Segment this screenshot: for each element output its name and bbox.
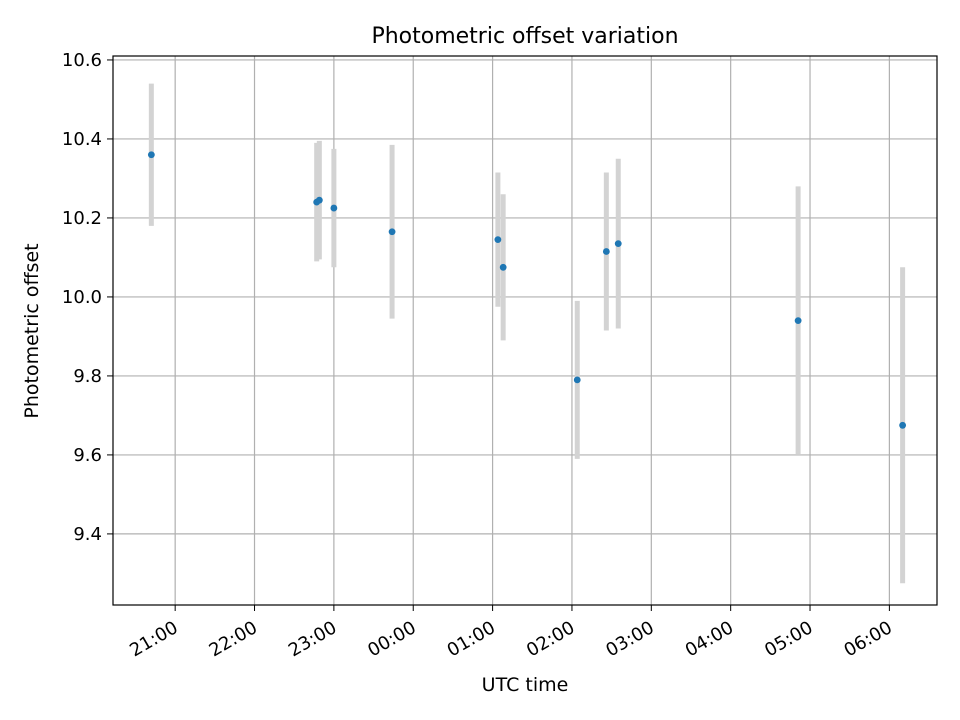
x-tick-label: 04:00: [682, 617, 737, 661]
y-axis-label: Photometric offset: [21, 243, 43, 418]
y-tick-label: 9.6: [73, 445, 102, 466]
data-point: [330, 204, 338, 212]
data-point: [494, 236, 502, 244]
x-tick-label: 02:00: [523, 617, 578, 661]
y-axis: 9.4 9.6 9.8 10.0 10.2 10.4 10.6: [62, 50, 113, 545]
data-point: [602, 248, 610, 255]
x-tick-label: 01:00: [444, 617, 499, 661]
data-point: [573, 376, 581, 384]
y-tick-label: 10.2: [62, 208, 102, 229]
plot-frame: [112, 55, 938, 606]
x-tick-label: 03:00: [602, 617, 657, 661]
data-points: [147, 151, 907, 429]
y-tick-label: 9.8: [73, 366, 102, 387]
grid: [113, 56, 937, 605]
y-tick-label: 9.4: [73, 524, 102, 545]
data-point: [147, 151, 155, 159]
x-tick-label: 05:00: [761, 617, 816, 661]
y-tick-label: 10.6: [62, 50, 102, 71]
x-tick-label: 22:00: [206, 617, 261, 661]
error-bars: [148, 83, 906, 584]
x-tick-label: 23:00: [285, 617, 340, 661]
data-point: [794, 317, 802, 325]
x-tick-label: 21:00: [126, 617, 181, 661]
data-point: [388, 228, 396, 236]
data-point: [315, 196, 323, 204]
x-tick-label: 00:00: [364, 617, 419, 661]
x-axis: 21:00 22:00 23:00 00:00 01:00 02:00 03:00 04:00…: [126, 605, 896, 661]
data-point: [499, 263, 507, 271]
chart-title: Photometric offset variation: [371, 24, 678, 49]
data-point: [614, 240, 622, 248]
y-tick-label: 10.4: [62, 129, 102, 150]
x-tick-label: 06:00: [840, 617, 895, 661]
data-point: [899, 421, 907, 429]
y-tick-label: 10.0: [62, 287, 102, 308]
x-axis-label: UTC time: [482, 674, 569, 696]
